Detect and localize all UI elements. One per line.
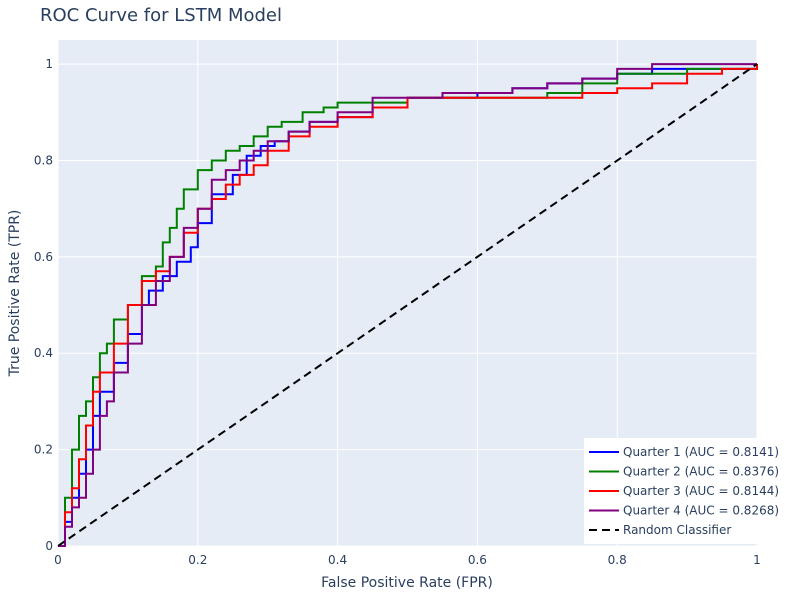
series-line-3 [58, 64, 758, 547]
legend-label-4: Quarter 4 (AUC = 0.8268) [623, 504, 779, 518]
series-line-4 [58, 63, 757, 547]
y-tick-label: 0.4 [34, 346, 53, 360]
x-tick-label: 0.8 [608, 553, 627, 567]
x-tick-label: 0.6 [468, 553, 487, 567]
x-tick-label: 0.4 [328, 553, 347, 567]
y-axis-title: True Positive Rate (TPR) [7, 210, 23, 378]
y-axis-ticks: 0 0.2 0.4 0.6 0.8 1 [34, 57, 53, 553]
legend: Quarter 1 (AUC = 0.8141) Quarter 2 (AUC =… [584, 438, 792, 544]
legend-label-5: Random Classifier [623, 523, 731, 537]
x-tick-label: 1 [753, 553, 761, 567]
x-axis-title: False Positive Rate (FPR) [321, 575, 493, 591]
legend-label-3: Quarter 3 (AUC = 0.8144) [623, 484, 779, 498]
legend-label-1: Quarter 1 (AUC = 0.8141) [623, 445, 779, 459]
chart-title: ROC Curve for LSTM Model [40, 5, 282, 26]
x-tick-label: 0 [54, 553, 62, 567]
series-layer [57, 63, 758, 547]
x-tick-label: 0.2 [188, 553, 207, 567]
series-line-5 [57, 63, 758, 547]
y-tick-label: 0.6 [34, 250, 53, 264]
y-tick-label: 0 [45, 539, 53, 553]
y-tick-label: 1 [45, 57, 53, 71]
x-axis-ticks: 0 0.2 0.4 0.6 0.8 1 [54, 553, 761, 567]
y-tick-label: 0.8 [34, 153, 53, 167]
y-tick-label: 0.2 [34, 443, 53, 457]
legend-label-2: Quarter 2 (AUC = 0.8376) [623, 465, 779, 479]
